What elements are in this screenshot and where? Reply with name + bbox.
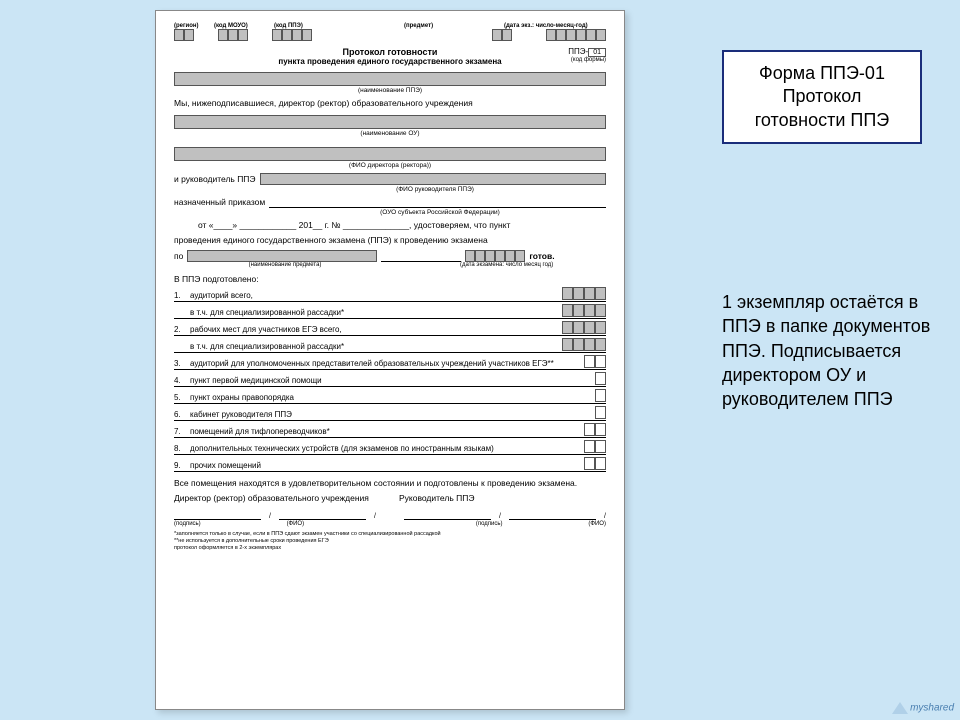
- items-list: 1.аудиторий всего,в т.ч. для специализир…: [174, 285, 606, 472]
- list-item: 4.пункт первой медицинской помощи: [174, 370, 606, 387]
- closing: Все помещения находятся в удовлетворител…: [174, 478, 606, 489]
- list-item: 1.аудиторий всего,: [174, 285, 606, 302]
- ruk-row: и руководитель ППЭ: [174, 173, 606, 185]
- sig-lines: // //: [174, 510, 606, 520]
- annotation-text: 1 экземпляр остаётся в ППЭ в папке докум…: [722, 290, 942, 411]
- annot-l3: готовности ППЭ: [732, 109, 912, 132]
- appointed-row: назначенный приказом: [174, 197, 606, 208]
- prepared: В ППЭ подготовлено:: [174, 274, 606, 285]
- po-row: по готов.: [174, 250, 606, 262]
- from-row: от «____» ____________ 201__ г. № ______…: [174, 220, 606, 231]
- annot-l2: Протокол: [732, 85, 912, 108]
- list-item: 9.прочих помещений: [174, 455, 606, 472]
- form-code: ППЭ-01 (код формы): [568, 47, 606, 63]
- exam-row: проведения единого государственного экза…: [174, 235, 606, 246]
- annotation-box: Форма ППЭ-01 Протокол готовности ППЭ: [722, 50, 922, 144]
- subject-boxes: [492, 29, 512, 41]
- footnotes: *заполняется только в случае, если в ППЭ…: [174, 531, 606, 551]
- list-item: 3.аудиторий для уполномоченных представи…: [174, 353, 606, 370]
- list-item: 6.кабинет руководителя ППЭ: [174, 404, 606, 421]
- list-item: 8.дополнительных технических устройств (…: [174, 438, 606, 455]
- list-item: 7.помещений для тифлопереводчиков*: [174, 421, 606, 438]
- date-boxes: [546, 29, 606, 41]
- caption-ou: (наименование ОУ): [174, 130, 606, 137]
- form-page: (регион) (код МОУО) (код ППЭ) (предмет) …: [155, 10, 625, 710]
- title-line1: Протокол готовности: [174, 47, 606, 57]
- sig-labels: (подпись) (ФИО) (подпись) (ФИО): [174, 521, 606, 527]
- top-code-boxes: [174, 29, 606, 41]
- sig-titles: Директор (ректор) образовательного учреж…: [174, 493, 606, 504]
- caption-ruk: (ФИО руководителя ППЭ): [264, 186, 606, 193]
- logo-icon: [892, 702, 908, 714]
- annot-l1: Форма ППЭ-01: [732, 62, 912, 85]
- mouo-boxes: [218, 29, 248, 41]
- intro: Мы, нижеподписавшиеся, директор (ректор)…: [174, 98, 606, 109]
- region-boxes: [174, 29, 194, 41]
- title-line2: пункта проведения единого государственно…: [174, 57, 606, 66]
- ppe-boxes: [272, 29, 312, 41]
- list-item: 2.рабочих мест для участников ЕГЭ всего,: [174, 319, 606, 336]
- ppe-name-field: [174, 72, 606, 86]
- caption-ppe: (наименование ППЭ): [174, 87, 606, 94]
- caption-ouo: (ОУО субъекта Российской Федерации): [274, 209, 606, 216]
- list-item: 5.пункт охраны правопорядка: [174, 387, 606, 404]
- title: ППЭ-01 (код формы) Протокол готовности п…: [174, 47, 606, 66]
- list-item: в т.ч. для специализированной рассадки*: [174, 302, 606, 319]
- caption-dir: (ФИО директора (ректора)): [174, 162, 606, 169]
- list-item: в т.ч. для специализированной рассадки*: [174, 336, 606, 353]
- dir-fio-field: [174, 147, 606, 161]
- ou-name-field: [174, 115, 606, 129]
- logo: myshared: [892, 702, 954, 714]
